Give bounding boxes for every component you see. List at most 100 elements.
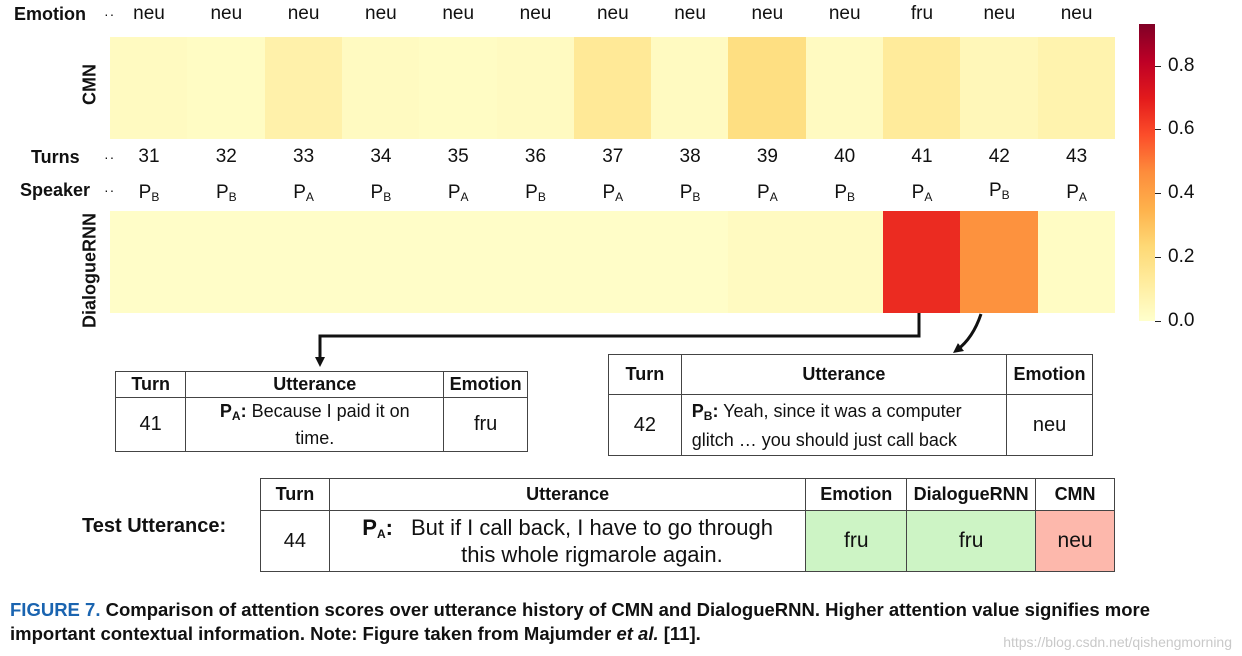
colorbar-tick-mark — [1155, 193, 1161, 194]
colorbar-tick-mark — [1155, 321, 1161, 322]
speaker-label: PA — [293, 182, 314, 204]
watermark: https://blog.csdn.net/qishengmorning — [1003, 634, 1232, 650]
turn-41-table: Turn Utterance Emotion 41 PA: Because I … — [114, 371, 528, 452]
utterance-text: Because I paid it on time. — [251, 401, 410, 448]
emotion-header: Emotion — [443, 371, 528, 398]
speaker-label: PB — [138, 182, 160, 204]
turn-header: Turn — [608, 354, 682, 395]
dialoguernn-prediction: fru — [906, 510, 1037, 572]
heatmap-cell — [883, 211, 960, 313]
turn-label: 35 — [447, 146, 469, 167]
heatmap-cell — [806, 37, 883, 139]
turn-label: 41 — [911, 146, 933, 167]
turn-label: 37 — [602, 146, 624, 167]
heatmap-cell — [883, 37, 960, 139]
heatmap-cell — [574, 211, 651, 313]
utterance-line-2: this whole rigmarole again. — [461, 542, 723, 567]
utterance-cell: PA: Because I paid it on time. — [185, 397, 445, 452]
speaker-label: PA — [911, 182, 933, 204]
emotion-label: neu — [442, 3, 475, 24]
utterance-text: Yeah, since it was a computer glitch … y… — [691, 400, 962, 450]
colorbar-tick-label: 0.6 — [1168, 118, 1195, 139]
heatmap-cell — [651, 37, 728, 139]
arrow-to-turn-41 — [315, 313, 921, 367]
emotion-label: neu — [519, 3, 552, 24]
emotion-label: neu — [596, 3, 629, 24]
utterance-line-1: But if I call back, I have to go through — [410, 515, 773, 540]
cmn-header: CMN — [1035, 478, 1115, 511]
heatmap-cell — [960, 37, 1038, 139]
utterance-header: Utterance — [185, 371, 445, 398]
heatmap-cell — [187, 211, 265, 313]
turn-label: 38 — [679, 146, 701, 167]
arrow-to-turn-42 — [953, 313, 983, 354]
heatmap-cell — [651, 211, 728, 313]
colorbar-tick-mark — [1155, 129, 1161, 130]
speaker-label: PB — [988, 180, 1010, 202]
heatmap-cell — [1038, 37, 1115, 139]
colorbar-tick-label: 0.0 — [1168, 310, 1195, 331]
turn-label: 39 — [756, 146, 778, 167]
emotion-label: neu — [287, 3, 320, 24]
emotion-label: neu — [674, 3, 706, 24]
heatmap-cell — [497, 37, 574, 139]
turn-value: 42 — [608, 394, 682, 456]
emotion-header: Emotion — [1006, 354, 1093, 395]
emotion-label: neu — [133, 3, 165, 24]
colorbar-tick-label: 0.2 — [1168, 246, 1195, 267]
figure-number: FIGURE 7. — [10, 599, 101, 620]
heatmap-cell — [110, 37, 187, 139]
speaker-row-dots: ·· — [104, 182, 116, 198]
figure-caption: FIGURE 7. Comparison of attention scores… — [10, 598, 1230, 646]
heatmap-cell — [497, 211, 574, 313]
turn-label: 33 — [293, 146, 315, 167]
turn-value: 41 — [114, 397, 187, 452]
speaker-label: PA — [447, 182, 469, 204]
heatmap-cell — [110, 211, 187, 313]
caption-text: Comparison of attention scores over utte… — [10, 599, 1150, 644]
speaker-label: PA — [757, 182, 778, 204]
emotion-label: neu — [1060, 3, 1093, 24]
emotion-row-label: Emotion — [14, 4, 86, 24]
colorbar-tick-label: 0.4 — [1168, 182, 1195, 203]
heatmap-cell — [419, 211, 497, 313]
turn-header: Turn — [260, 478, 330, 511]
speaker-label: PB — [834, 182, 856, 204]
emotion-value: fru — [443, 397, 528, 452]
dialoguernn-header: DialogueRNN — [906, 478, 1037, 511]
emotion-label: neu — [751, 3, 784, 24]
heatmap-cell — [728, 37, 806, 139]
colorbar-tick-mark — [1155, 66, 1161, 67]
heatmap-cell — [1038, 211, 1115, 313]
emotion-label: neu — [210, 3, 243, 24]
caption-ref: [11]. — [658, 623, 701, 644]
emotion-label: neu — [983, 3, 1016, 24]
turn-label: 34 — [370, 146, 392, 167]
heatmap-cell — [728, 211, 806, 313]
heatmap-cell — [960, 211, 1038, 313]
turn-label: 43 — [1066, 146, 1088, 167]
emotion-label: neu — [828, 3, 861, 24]
utterance-cell: PA: But if I call back, I have to go thr… — [328, 510, 807, 572]
turn-label: 32 — [215, 146, 237, 167]
turn-42-table: Turn Utterance Emotion 42 PB: Yeah, sinc… — [608, 354, 1093, 456]
heatmap-cell — [265, 211, 342, 313]
speaker-label: PA — [602, 182, 624, 204]
colorbar — [1139, 24, 1155, 321]
turn-label: 42 — [988, 146, 1010, 167]
heatmap-cell — [265, 37, 342, 139]
speaker-label: PB — [679, 182, 701, 204]
heatmap-cell — [342, 211, 419, 313]
heatmap-cell — [187, 37, 265, 139]
heatmap-cell — [574, 37, 651, 139]
emotion-row-dots: ·· — [104, 6, 116, 22]
heatmap-cell — [419, 37, 497, 139]
utterance-header: Utterance — [328, 478, 807, 511]
turn-label: 40 — [834, 146, 856, 167]
colorbar-tick-label: 0.8 — [1168, 55, 1195, 76]
speaker-label: PA — [1066, 182, 1087, 204]
gold-emotion-value: fru — [805, 510, 908, 572]
turn-label: 36 — [524, 146, 547, 167]
cmn-prediction: neu — [1035, 510, 1115, 572]
